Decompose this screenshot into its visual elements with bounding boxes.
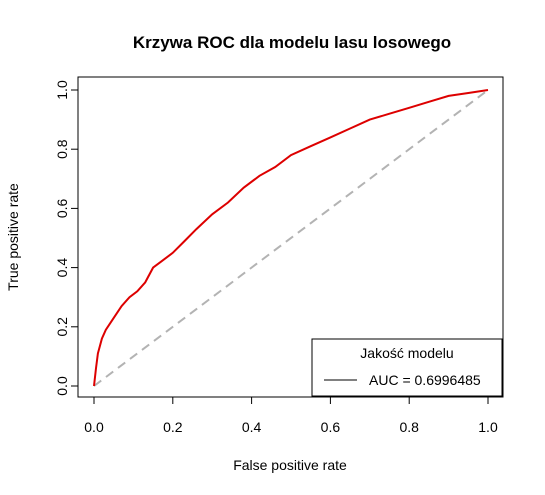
legend-box [311, 338, 503, 397]
y-tick-label: 0.8 [54, 139, 70, 159]
x-tick-label: 0.8 [399, 419, 419, 435]
y-tick-label: 0.4 [54, 258, 70, 278]
x-tick-label: 0.2 [163, 419, 183, 435]
x-axis: 0.0 0.2 0.4 0.6 0.8 1.0 [84, 396, 498, 435]
chart-title: Krzywa ROC dla modelu lasu losowego [133, 33, 451, 52]
y-axis-label: True positive rate [5, 183, 21, 291]
y-tick-label: 0.2 [54, 317, 70, 337]
y-axis: 0.0 0.2 0.4 0.6 0.8 1.0 [54, 80, 79, 396]
x-tick-label: 0.0 [84, 419, 104, 435]
x-axis-label: False positive rate [233, 457, 347, 473]
legend-entry-label: AUC = 0.6996485 [369, 372, 481, 388]
roc-curve-line [93, 89, 489, 387]
legend: Jakość modelu AUC = 0.6996485 [311, 338, 503, 397]
y-tick-label: 1.0 [54, 80, 70, 100]
x-tick-label: 1.0 [478, 419, 498, 435]
y-tick-label: 0.6 [54, 198, 70, 218]
diagonal-reference-line [93, 89, 489, 387]
legend-title: Jakość modelu [360, 345, 453, 361]
y-tick-label: 0.0 [54, 376, 70, 396]
x-tick-label: 0.4 [242, 419, 262, 435]
x-tick-label: 0.6 [321, 419, 341, 435]
